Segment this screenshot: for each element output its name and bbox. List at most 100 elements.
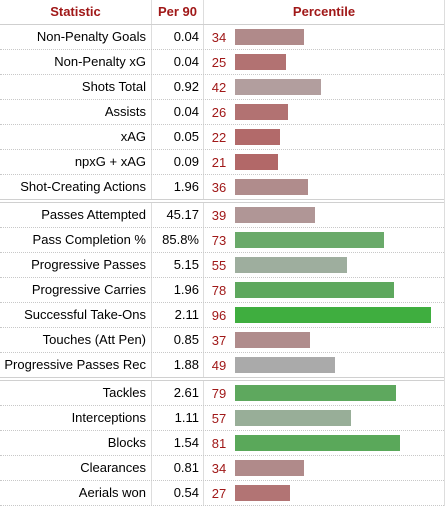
table-row: Progressive Passes Rec 1.88 49 [0, 353, 444, 381]
per90-value: 0.85 [152, 328, 204, 352]
table-row: Tackles 2.61 79 [0, 381, 444, 406]
table-row: Passes Attempted 45.17 39 [0, 203, 444, 228]
percentile-bar-track [235, 207, 439, 223]
table-row: Shots Total 0.92 42 [0, 75, 444, 100]
percentile-cell: 78 [204, 278, 444, 302]
per90-value: 1.54 [152, 431, 204, 455]
percentile-bar [235, 332, 310, 348]
percentile-bar-track [235, 257, 439, 273]
percentile-value: 39 [211, 207, 227, 223]
per90-value: 0.04 [152, 100, 204, 124]
per90-value: 45.17 [152, 203, 204, 227]
per90-value: 1.88 [152, 353, 204, 377]
statistic-label: Interceptions [0, 406, 152, 430]
statistic-label: npxG + xAG [0, 150, 152, 174]
statistic-label: Passes Attempted [0, 203, 152, 227]
percentile-value: 36 [211, 179, 227, 195]
percentile-value: 26 [211, 104, 227, 120]
percentile-bar [235, 307, 431, 323]
percentile-value: 96 [211, 307, 227, 323]
statistic-label: Progressive Passes Rec [0, 353, 152, 377]
percentile-bar-track [235, 460, 439, 476]
percentile-cell: 81 [204, 431, 444, 455]
statistic-label: Aerials won [0, 481, 152, 505]
per90-value: 0.04 [152, 25, 204, 49]
percentile-bar-track [235, 307, 439, 323]
percentile-bar [235, 410, 351, 426]
percentile-bar-track [235, 29, 439, 45]
percentile-cell: 37 [204, 328, 444, 352]
per90-value: 0.05 [152, 125, 204, 149]
per90-value: 0.92 [152, 75, 204, 99]
percentile-bar [235, 435, 400, 451]
statistic-label: Progressive Carries [0, 278, 152, 302]
percentile-cell: 42 [204, 75, 444, 99]
percentile-bar-track [235, 154, 439, 170]
percentile-bar-track [235, 232, 439, 248]
table-row: Non-Penalty Goals 0.04 34 [0, 25, 444, 50]
table-row: Shot-Creating Actions 1.96 36 [0, 175, 444, 203]
table-row: Progressive Passes 5.15 55 [0, 253, 444, 278]
per90-value: 0.09 [152, 150, 204, 174]
percentile-bar-track [235, 435, 439, 451]
percentile-bar-track [235, 332, 439, 348]
percentile-bar-track [235, 357, 439, 373]
statistic-label: Shots Total [0, 75, 152, 99]
per90-value: 2.11 [152, 303, 204, 327]
percentile-value: 79 [211, 385, 227, 401]
percentile-bar [235, 485, 290, 501]
percentile-value: 25 [211, 54, 227, 70]
percentile-cell: 79 [204, 381, 444, 405]
table-row: Aerials won 0.54 27 [0, 481, 444, 506]
percentile-bar [235, 357, 335, 373]
percentile-cell: 25 [204, 50, 444, 74]
statistic-label: Shot-Creating Actions [0, 175, 152, 199]
percentile-cell: 21 [204, 150, 444, 174]
table-row: Blocks 1.54 81 [0, 431, 444, 456]
per90-column-header[interactable]: Per 90 [152, 0, 204, 24]
statistic-label: Successful Take-Ons [0, 303, 152, 327]
statistic-label: Touches (Att Pen) [0, 328, 152, 352]
percentile-bar [235, 282, 394, 298]
percentile-cell: 96 [204, 303, 444, 327]
percentile-value: 34 [211, 29, 227, 45]
percentile-bar [235, 129, 280, 145]
percentile-bar-track [235, 385, 439, 401]
percentile-bar [235, 29, 304, 45]
table-body: Non-Penalty Goals 0.04 34 Non-Penalty xG 0.0… [0, 25, 444, 506]
percentile-cell: 34 [204, 25, 444, 49]
statistic-label: Non-Penalty xG [0, 50, 152, 74]
statistic-label: Clearances [0, 456, 152, 480]
percentile-column-header[interactable]: Percentile [292, 4, 356, 19]
per90-value: 0.81 [152, 456, 204, 480]
percentile-cell: 36 [204, 175, 444, 199]
percentile-bar [235, 154, 278, 170]
statistic-label: xAG [0, 125, 152, 149]
percentile-bar [235, 257, 347, 273]
statistic-label: Non-Penalty Goals [0, 25, 152, 49]
percentile-bar-track [235, 282, 439, 298]
per90-value: 85.8% [152, 228, 204, 252]
percentile-cell: 57 [204, 406, 444, 430]
percentile-bar-track [235, 410, 439, 426]
percentile-value: 81 [211, 435, 227, 451]
percentile-value: 37 [211, 332, 227, 348]
per90-value: 1.96 [152, 175, 204, 199]
statistic-label: Progressive Passes [0, 253, 152, 277]
table-row: Interceptions 1.11 57 [0, 406, 444, 431]
percentile-value: 21 [211, 154, 227, 170]
statistic-label: Tackles [0, 381, 152, 405]
percentile-bar [235, 385, 396, 401]
percentile-bar [235, 179, 308, 195]
percentile-cell: 27 [204, 481, 444, 505]
per90-value: 1.11 [152, 406, 204, 430]
percentile-cell: 39 [204, 203, 444, 227]
statistic-column-header[interactable]: Statistic [0, 0, 152, 24]
table-row: Progressive Carries 1.96 78 [0, 278, 444, 303]
table-row: xAG 0.05 22 [0, 125, 444, 150]
percentile-bar [235, 79, 321, 95]
table-row: Pass Completion % 85.8% 73 [0, 228, 444, 253]
table-row: npxG + xAG 0.09 21 [0, 150, 444, 175]
percentile-value: 34 [211, 460, 227, 476]
